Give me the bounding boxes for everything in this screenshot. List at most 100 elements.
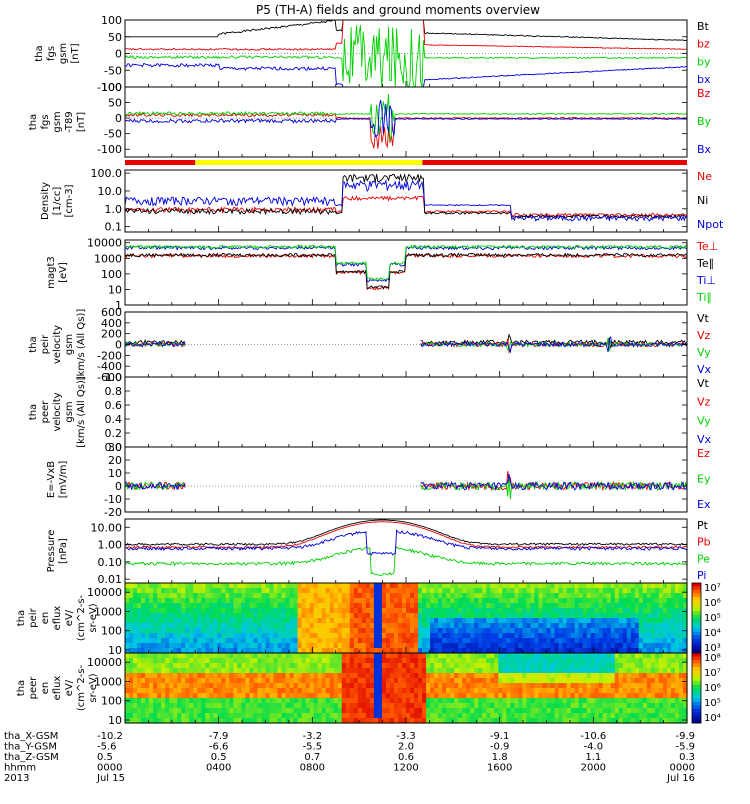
series-line-peir_velocity: [124, 333, 688, 349]
spectrogram-cell: [582, 658, 588, 664]
spectrogram-cell: [550, 638, 556, 644]
spectrogram-cell: [125, 653, 130, 659]
spectrogram-cell: [181, 598, 186, 604]
spectrogram-cell: [265, 593, 271, 599]
spectrogram-cell: [201, 713, 206, 719]
spectrogram-cell: [454, 628, 459, 634]
spectrogram-cell: [345, 583, 351, 589]
spectrogram-cell: [165, 678, 170, 684]
spectrogram-cell: [225, 628, 230, 634]
spectrogram-cell: [201, 598, 206, 604]
spectrogram-cell: [389, 673, 395, 679]
spectrogram-cell: [257, 603, 263, 609]
spectrogram-cell: [261, 593, 267, 599]
spectrogram-cell: [285, 633, 291, 639]
spectrogram-cell: [450, 628, 455, 634]
y-tick-label: 200: [101, 328, 122, 341]
spectrogram-cell: [478, 648, 483, 654]
spectrogram-cell: [426, 673, 431, 679]
spectrogram-cell: [381, 703, 387, 709]
spectrogram-cell: [269, 643, 275, 649]
spectrogram-cell: [462, 703, 467, 709]
spectrogram-cell: [638, 593, 644, 599]
spectrogram-cell: [377, 713, 383, 719]
spectrogram-cell: [181, 703, 186, 709]
spectrogram-cell: [149, 623, 154, 629]
spectrogram-cell: [546, 643, 552, 649]
spectrogram-cell: [369, 633, 375, 639]
spectrogram-cell: [277, 703, 283, 709]
spectrogram-cell: [389, 613, 395, 619]
spectrogram-cell: [401, 658, 407, 664]
spectrogram-cell: [325, 683, 331, 689]
spectrogram-cell: [309, 653, 315, 659]
spectrogram-cell: [602, 593, 608, 599]
spectrogram-cell: [670, 718, 676, 724]
spectrogram-cell: [670, 638, 676, 644]
spectrogram-cell: [486, 713, 491, 719]
spectrogram-cell: [233, 593, 238, 599]
spectrogram-cell: [361, 648, 367, 654]
spectrogram-cell: [149, 588, 154, 594]
spectrogram-cell: [189, 713, 194, 719]
spectrogram-cell: [414, 703, 419, 709]
spectrogram-cell: [321, 688, 327, 694]
spectrogram-cell: [245, 588, 251, 594]
spectrogram-cell: [145, 648, 150, 654]
spectrogram-cell: [265, 658, 271, 664]
spectrogram-cell: [381, 683, 387, 689]
spectrogram-cell: [193, 708, 198, 714]
spectrogram-cell: [301, 643, 307, 649]
spectrogram-cell: [349, 653, 355, 659]
spectrogram-cell: [349, 713, 355, 719]
spectrogram-cell: [293, 663, 299, 669]
spectrogram-cell: [534, 668, 540, 674]
spectrogram-cell: [522, 668, 528, 674]
spectrogram-cell: [381, 678, 387, 684]
spectrogram-cell: [189, 653, 194, 659]
colorbar-swatch: [692, 656, 701, 661]
spectrogram-cell: [245, 678, 251, 684]
spectrogram-cell: [337, 663, 343, 669]
colorbar-swatch: [692, 691, 701, 696]
spectrogram-cell: [502, 603, 507, 609]
spectrogram-cell: [221, 678, 226, 684]
region-segment-red: [125, 160, 196, 165]
spectrogram-cell: [293, 603, 299, 609]
spectrogram-cell: [225, 708, 230, 714]
spectrogram-cell: [381, 638, 387, 644]
spectrogram-cell: [494, 673, 499, 679]
spectrogram-cell: [606, 678, 612, 684]
spectrogram-cell: [482, 583, 487, 589]
spectrogram-cell: [610, 588, 616, 594]
spectrogram-cell: [137, 698, 142, 704]
spectrogram-cell: [353, 678, 359, 684]
colorbar-swatch: [692, 660, 701, 664]
spectrogram-cell: [554, 663, 560, 669]
spectrogram-cell: [289, 718, 295, 724]
y-tick-label: 1000: [94, 252, 122, 265]
spectrogram-cell: [562, 608, 568, 614]
spectrogram-cell: [470, 678, 475, 684]
spectrogram-cell: [530, 698, 536, 704]
spectrogram-cell: [554, 628, 560, 634]
spectrogram-cell: [285, 713, 291, 719]
spectrogram-cell: [257, 598, 263, 604]
spectrogram-cell: [542, 663, 548, 669]
colorbar-label: 10³: [704, 643, 721, 654]
spectrogram-cell: [510, 718, 515, 724]
spectrogram-cell: [606, 613, 612, 619]
spectrogram-cell: [430, 718, 435, 724]
spectrogram-cell: [289, 618, 295, 624]
spectrogram-cell: [257, 698, 263, 704]
spectrogram-cell: [490, 598, 495, 604]
spectrogram-cell: [434, 593, 439, 599]
spectrogram-cell: [638, 643, 644, 649]
spectrogram-cell: [538, 623, 544, 629]
spectrogram-cell: [225, 588, 230, 594]
spectrogram-cell: [137, 673, 142, 679]
spectrogram-cell: [309, 628, 315, 634]
spectrogram-cell: [385, 608, 391, 614]
spectrogram-cell: [385, 678, 391, 684]
y-axis-label: E=-VxB: [46, 461, 57, 498]
